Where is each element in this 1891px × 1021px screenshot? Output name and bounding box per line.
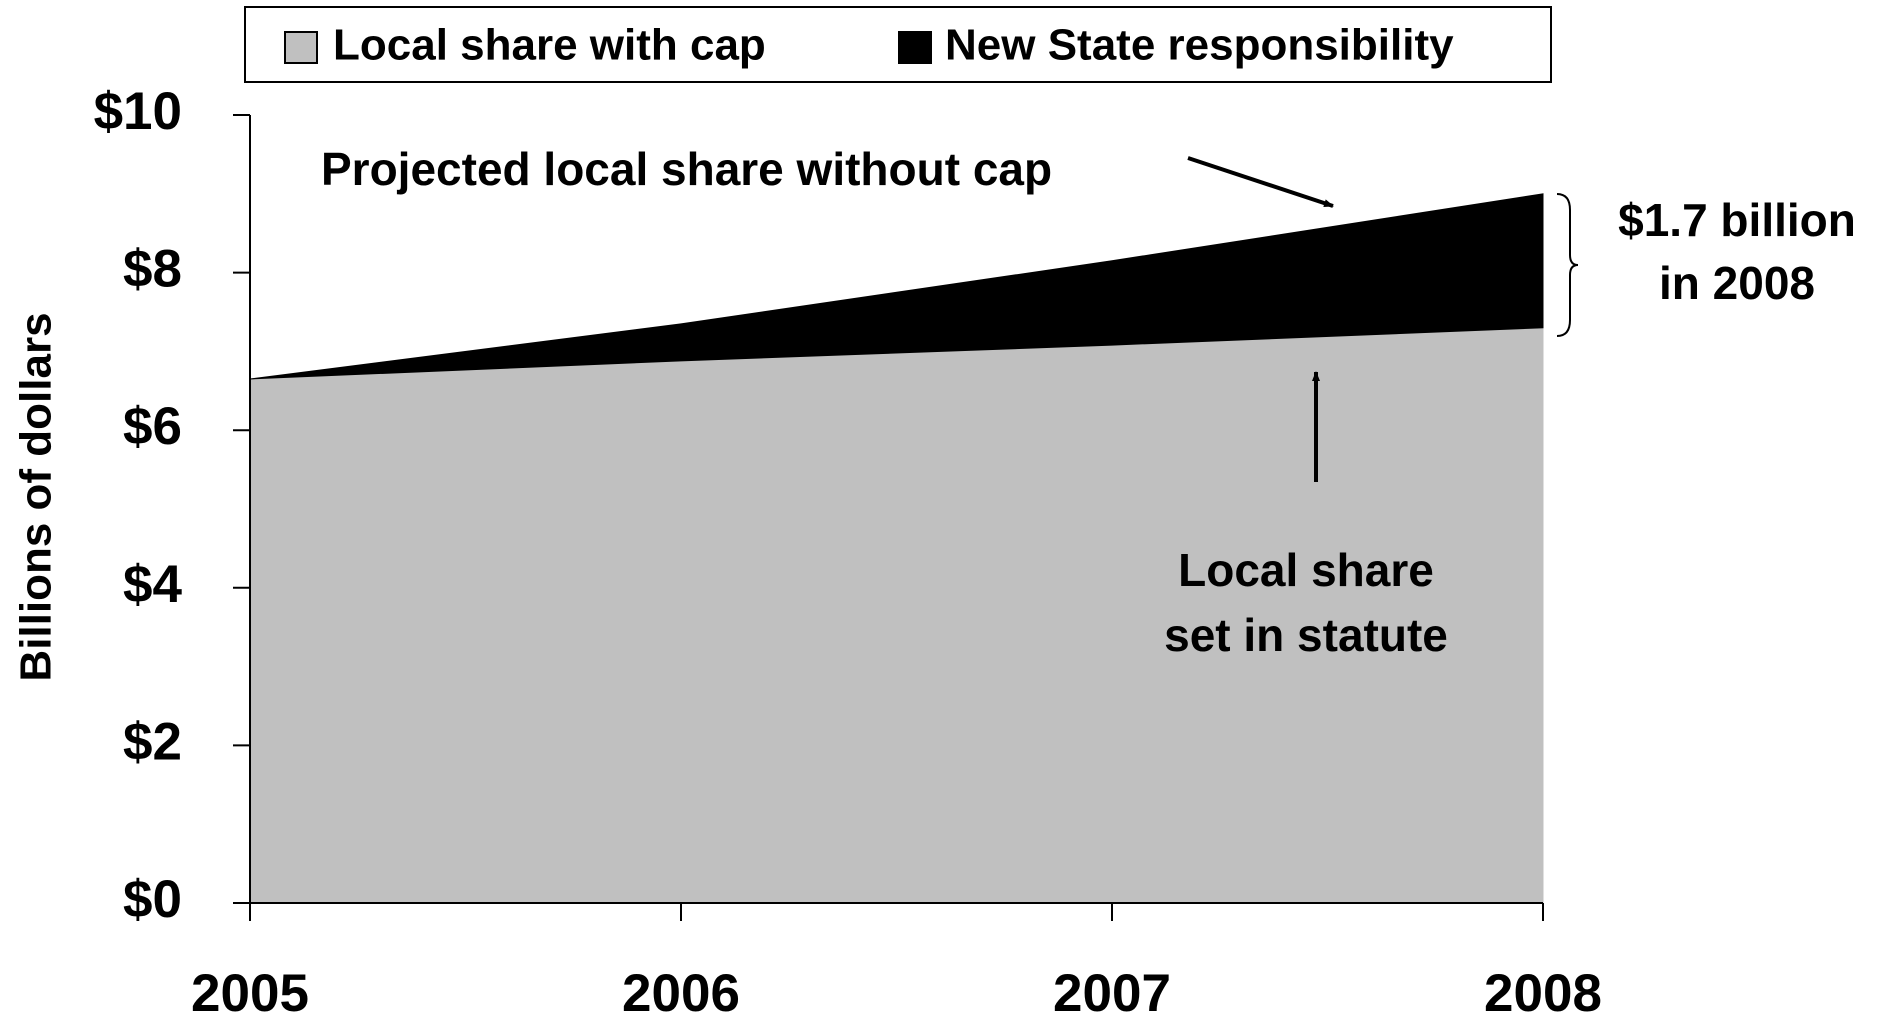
legend-swatch [284, 31, 318, 64]
annotation: in 2008 [1659, 257, 1815, 309]
legend-label: New State responsibility [945, 21, 1454, 70]
y-tick-label: $8 [123, 240, 182, 299]
annotation: Projected local share without cap [321, 143, 1052, 195]
x-tick-label: 2005 [191, 964, 309, 1021]
legend-label: Local share with cap [333, 21, 766, 70]
y-tick-label: $4 [123, 555, 182, 614]
y-tick-label: $2 [123, 712, 182, 771]
area [249, 193, 1544, 380]
y-tick-label: $0 [123, 870, 182, 929]
brace [1556, 193, 1579, 337]
legend-swatch [898, 31, 932, 64]
x-tick-label: 2008 [1484, 964, 1602, 1021]
y-axis-label: Billions of dollars [12, 312, 61, 681]
annotation: Local share [1178, 544, 1434, 596]
annotation: $1.7 billion [1618, 194, 1856, 246]
x-tick-label: 2007 [1053, 964, 1171, 1021]
annotation-arrow [1187, 156, 1334, 208]
legend-box [244, 6, 1552, 83]
y-tick-label: $6 [123, 397, 182, 456]
annotation: set in statute [1164, 609, 1448, 661]
x-tick-label: 2006 [622, 964, 740, 1021]
y-tick-label: $10 [94, 82, 182, 141]
